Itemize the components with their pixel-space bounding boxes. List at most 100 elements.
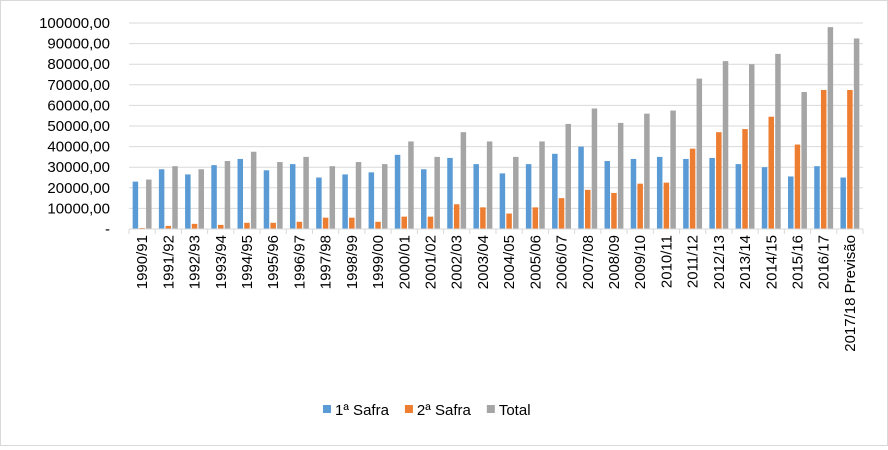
y-tick-label: 60000,00 <box>47 97 110 114</box>
x-tick-label: 2003/04 <box>475 235 492 289</box>
bar-2-safra <box>794 144 801 229</box>
y-tick-label: 20000,00 <box>47 180 110 197</box>
bar-2-safra <box>637 183 643 229</box>
x-tick-label: 2006/07 <box>554 235 571 289</box>
bar-2-safra <box>506 213 512 229</box>
x-tick-label: 2011/12 <box>685 235 702 288</box>
x-tick-label: 2002/03 <box>449 235 466 289</box>
x-tick-label: 2004/05 <box>501 235 518 289</box>
bar-total <box>539 141 545 229</box>
bar-1-safra <box>158 169 165 229</box>
bar-1-safra <box>656 156 663 229</box>
y-tick-label: 70000,00 <box>47 77 110 94</box>
bar-total <box>460 132 467 229</box>
bar-1-safra <box>499 173 506 229</box>
bar-2-safra <box>480 207 486 229</box>
bar-2-safra <box>585 189 591 229</box>
bar-1-safra <box>447 157 453 229</box>
bar-2-safra <box>558 198 565 229</box>
bar-total <box>748 64 755 229</box>
x-tick-label: 1991/92 <box>160 235 177 289</box>
x-axis: 1990/91 1991/92 1992/93 1993/94 1994/95 1995/… <box>128 228 864 352</box>
x-tick-label: 1995/96 <box>265 235 282 289</box>
bar-1-safra <box>814 166 820 229</box>
bar-1-safra <box>368 172 375 229</box>
bar-2-safra <box>139 227 145 229</box>
bar-total <box>670 110 676 229</box>
x-tick-label: 2007/08 <box>580 235 597 289</box>
bar-2-safra <box>453 204 460 229</box>
bar-1-safra <box>473 164 479 229</box>
y-tick-label: 90000,00 <box>47 36 110 53</box>
y-tick-label: 10000,00 <box>47 200 110 217</box>
bar-1-safra <box>394 154 401 229</box>
y-tick-label: 40000,00 <box>47 139 110 156</box>
bar-1-safra <box>788 176 794 229</box>
bar-total <box>775 53 781 230</box>
bar-1-safra <box>289 164 296 229</box>
bar-total <box>224 161 231 229</box>
bar-2-safra <box>532 207 539 229</box>
bar-total <box>146 179 152 229</box>
x-tick-label: 1999/00 <box>370 235 387 289</box>
legend-swatch <box>486 405 495 413</box>
bar-1-safra <box>683 158 689 229</box>
bar-2-safra <box>349 217 355 229</box>
bar-2-safra <box>847 89 853 229</box>
y-tick-label: 50000,00 <box>47 118 110 135</box>
y-axis: - 10000,00 20000,00 30000,00 40000,00 50000,0… <box>39 15 110 238</box>
bar-2-safra <box>768 116 774 229</box>
x-tick-label: 2001/02 <box>422 235 439 289</box>
bar-total <box>303 156 309 229</box>
bar-1-safra <box>342 174 348 229</box>
bar-2-safra <box>218 224 224 229</box>
bar-total <box>722 61 729 229</box>
x-tick-label: 2008/09 <box>606 235 623 289</box>
bar-1-safra <box>237 158 244 229</box>
bar-2-safra <box>611 192 617 229</box>
bar-1-safra <box>709 157 715 229</box>
x-tick-label: 2015/16 <box>789 235 806 289</box>
bar-1-safra <box>263 170 270 229</box>
bar-total <box>696 78 703 230</box>
bar-total <box>198 169 204 229</box>
x-tick-label: 2000/01 <box>396 235 413 289</box>
bar-2-safra <box>689 148 696 229</box>
bar-total <box>617 122 624 229</box>
x-tick-label: 2013/14 <box>737 235 754 289</box>
bar-2-safra <box>322 217 329 229</box>
x-tick-label: 1992/93 <box>187 235 204 289</box>
legend-swatch <box>323 405 331 413</box>
bar-total <box>565 123 571 229</box>
bar-1-safra <box>211 165 217 229</box>
y-tick-label: - <box>105 221 110 238</box>
bar-2-safra <box>401 216 407 229</box>
bar-total <box>434 156 440 229</box>
bar-total <box>408 141 414 229</box>
bar-total <box>381 164 388 229</box>
bar-1-safra <box>132 181 139 229</box>
y-tick-label: 100000,00 <box>39 15 110 32</box>
x-tick-label: 1997/98 <box>318 235 335 289</box>
bar-total <box>591 108 598 229</box>
bar-total <box>644 113 650 229</box>
legend-swatch <box>404 405 413 413</box>
bar-1-safra <box>421 169 427 229</box>
x-tick-label: 2005/06 <box>527 235 544 289</box>
bar-2-safra <box>716 132 722 229</box>
bar-1-safra <box>552 153 558 229</box>
bar-2-safra <box>165 225 172 229</box>
bar-1-safra <box>185 174 191 229</box>
legend-label: Total <box>499 402 531 419</box>
x-tick-label: 2014/15 <box>763 235 780 289</box>
x-tick-label: 2012/13 <box>711 235 728 289</box>
bar-2-safra <box>191 223 198 229</box>
bar-2-safra <box>375 221 381 229</box>
bar-1-safra <box>316 177 322 229</box>
x-tick-label: 1993/94 <box>213 235 230 289</box>
bar-total <box>277 162 283 229</box>
bar-total <box>801 92 807 229</box>
bar-1-safra <box>735 164 742 229</box>
bar-2-safra <box>244 222 250 229</box>
